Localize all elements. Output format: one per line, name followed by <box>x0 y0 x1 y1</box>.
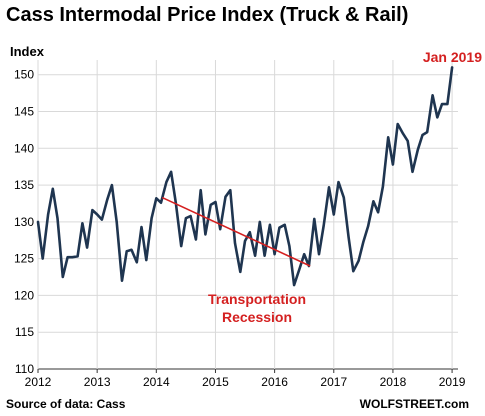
series-group <box>36 66 454 287</box>
y-tick-label: 135 <box>14 178 34 192</box>
source-note: Source of data: Cass <box>6 397 126 411</box>
y-tick-label: 130 <box>14 215 34 229</box>
x-tick-label: 2017 <box>320 375 347 389</box>
trend-line <box>161 196 311 267</box>
x-tick-label: 2016 <box>261 375 288 389</box>
y-tick-label: 120 <box>14 288 34 302</box>
x-tick-label: 2012 <box>25 375 52 389</box>
chart-title: Cass Intermodal Price Index (Truck & Rai… <box>6 4 409 26</box>
y-axis-label: Index <box>10 44 44 59</box>
x-tick-label: 2013 <box>84 375 111 389</box>
y-tick-label: 145 <box>14 105 34 119</box>
annotation-transportation: Transportation <box>208 291 306 307</box>
x-tick-label: 2019 <box>439 375 466 389</box>
y-tick-label: 125 <box>14 252 34 266</box>
x-tick-label: 2014 <box>143 375 170 389</box>
annotation-jan-2019: Jan 2019 <box>423 49 482 65</box>
annotation-recession: Recession <box>222 309 292 325</box>
x-tick-label: 2015 <box>202 375 229 389</box>
x-tick-label: 2018 <box>380 375 407 389</box>
y-tick-label: 150 <box>14 68 34 82</box>
series-line <box>36 66 454 287</box>
annotations: Jan 2019 Transportation Recession <box>161 49 482 325</box>
y-tick-label: 115 <box>15 325 34 339</box>
y-tick-label: 140 <box>14 141 34 155</box>
y-axis-ticks: 110 115 120 125 130 135 140 145 150 <box>14 68 34 376</box>
x-axis-ticks: 2012 2013 2014 2015 2016 2017 2018 2019 <box>25 369 466 389</box>
brand-label: WOLFSTREET.com <box>359 397 469 411</box>
y-tick-label: 110 <box>15 362 34 376</box>
